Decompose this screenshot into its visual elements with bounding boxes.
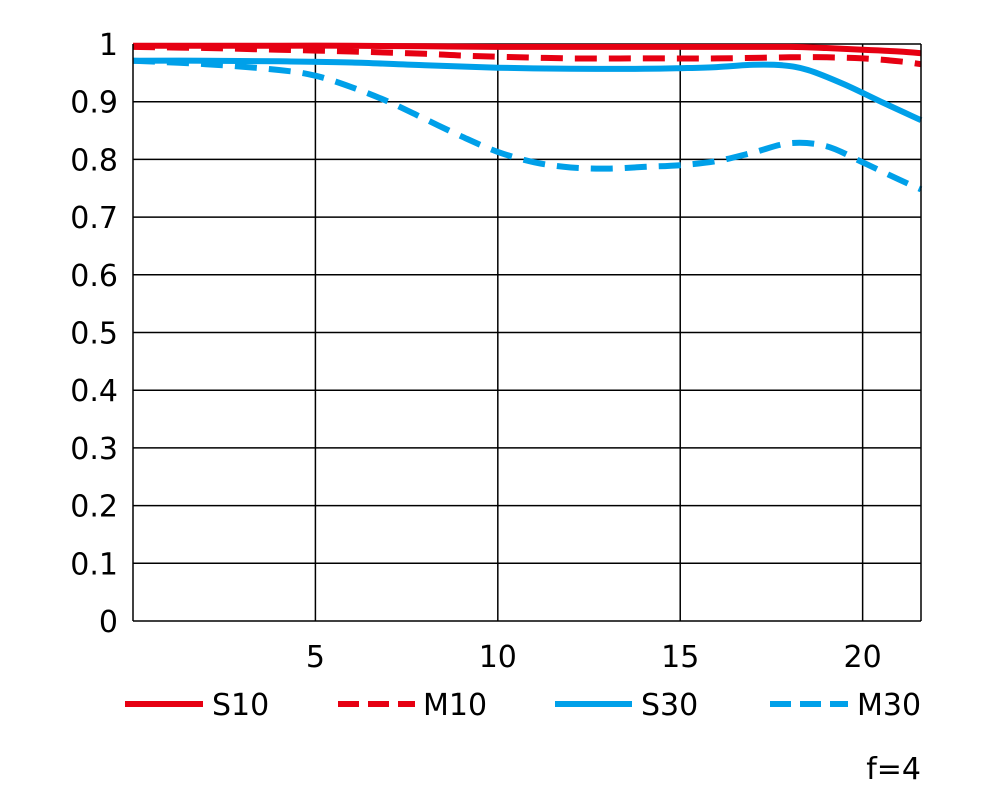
y-tick-label: 0.5 (70, 317, 118, 352)
y-tick-label: 0.8 (70, 143, 118, 178)
y-tick-label: 0.6 (70, 259, 118, 294)
series-line-s10 (133, 42, 922, 57)
legend-label-s10: S10 (212, 688, 269, 723)
legend-label-m30: M30 (857, 688, 921, 723)
y-tick-label: 0 (99, 605, 118, 640)
y-tick-label: 0.9 (70, 86, 118, 121)
legend-label-m10: M10 (423, 688, 487, 723)
axes: 00.10.20.30.40.50.60.70.80.915 10 15 20 (70, 28, 922, 675)
x-tick-label: 10 (479, 640, 517, 675)
series-lines (132, 42, 923, 193)
y-tick-label: 0.4 (70, 374, 118, 409)
y-tick-label: 0.7 (70, 201, 118, 236)
grid (133, 43, 921, 622)
x-tick-label: 5 (306, 640, 325, 675)
y-tick-label: 1 (99, 28, 118, 63)
legend-label-s30: S30 (641, 688, 698, 723)
x-tick-label: 20 (844, 640, 882, 675)
y-tick-label: 0.2 (70, 490, 118, 525)
y-tick-label: 0.1 (70, 547, 118, 582)
series-line-s30 (132, 57, 923, 123)
x-tick-label: 15 (661, 640, 699, 675)
legend: S10 M10 S30 M30 (125, 688, 921, 723)
aperture-note: f=4 (866, 752, 921, 787)
series-line-m30 (132, 57, 923, 193)
y-tick-label: 0.3 (70, 432, 118, 467)
